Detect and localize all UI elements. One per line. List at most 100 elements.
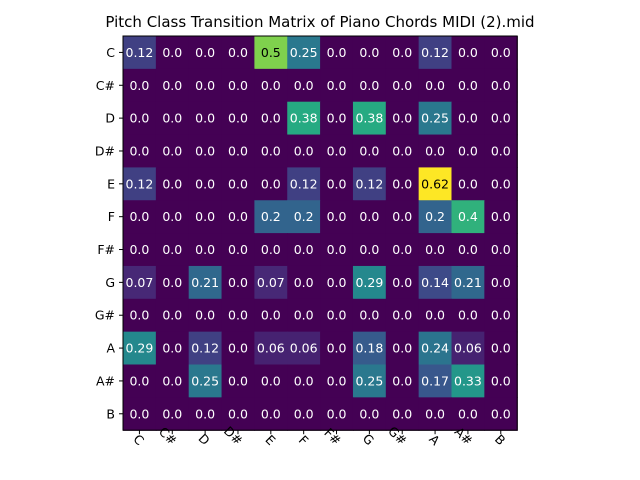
heatmap-cell: [484, 200, 518, 234]
heatmap-cell: [287, 298, 321, 333]
heatmap-cell: [320, 331, 354, 366]
cell-value-label: 0.0: [294, 406, 314, 421]
cell-value-label: 0.0: [392, 111, 412, 126]
cell-value-label: 0.25: [421, 111, 449, 126]
x-tick-label: B: [492, 431, 509, 448]
cell-value-label: 0.12: [191, 341, 219, 356]
heatmap-cell: [123, 167, 157, 201]
cell-value-label: 0.0: [458, 308, 478, 323]
heatmap-cell: [484, 265, 518, 300]
heatmap-cell: [287, 68, 321, 103]
cell-value-label: 0.0: [195, 209, 215, 224]
heatmap-cell: [155, 200, 190, 234]
cell-value-label: 0.0: [195, 111, 215, 126]
cell-value-label: 0.0: [392, 78, 412, 93]
heatmap-cell: [287, 364, 321, 398]
cell-value-label: 0.07: [257, 275, 285, 290]
cell-value-label: 0.0: [392, 143, 412, 158]
cell-value-label: 0.0: [294, 242, 314, 257]
heatmap-cell: [484, 397, 518, 431]
heatmap-cell: [484, 298, 518, 333]
cell-value-label: 0.0: [228, 406, 248, 421]
heatmap-cell: [287, 167, 321, 201]
cell-value-label: 0.0: [327, 242, 347, 257]
cell-value-label: 0.0: [425, 78, 445, 93]
cell-value-label: 0.0: [327, 45, 347, 60]
heatmap-cell: [352, 167, 387, 201]
heatmap-cell: [352, 200, 387, 234]
heatmap-cell: [155, 265, 190, 300]
heatmap-cell: [484, 36, 518, 70]
cell-value-label: 0.0: [392, 341, 412, 356]
cell-value-label: 0.0: [491, 275, 511, 290]
cell-value-label: 0.25: [355, 373, 383, 388]
cell-value-label: 0.0: [327, 111, 347, 126]
heatmap-cell: [155, 68, 190, 103]
cell-value-label: 0.0: [491, 242, 511, 257]
cell-value-label: 0.0: [195, 308, 215, 323]
cell-value-label: 0.0: [425, 308, 445, 323]
heatmap-cell: [221, 101, 255, 136]
cell-value-label: 0.0: [162, 176, 182, 191]
heatmap-cell: [221, 134, 255, 168]
cell-value-label: 0.0: [425, 143, 445, 158]
heatmap-cell: [123, 101, 157, 136]
heatmap-cell: [123, 265, 157, 300]
heatmap-cell: [352, 68, 387, 103]
heatmap-cell: [418, 101, 453, 136]
heatmap-cell-labels: 0.12 0.0 0.0 0.0 0.5 0.25 0.0 0.0 0.0 0.12 0.0 0.0 0…: [126, 45, 511, 421]
cell-value-label: 0.21: [191, 275, 219, 290]
heatmap-cell: [418, 397, 453, 431]
cell-value-label: 0.0: [162, 45, 182, 60]
cell-value-label: 0.0: [162, 406, 182, 421]
cell-value-label: 0.0: [162, 209, 182, 224]
heatmap-cell: [221, 397, 255, 431]
heatmap-cell: [221, 364, 255, 398]
heatmap-cell: [188, 36, 223, 70]
heatmap-cell: [221, 265, 255, 300]
cell-value-label: 0.0: [261, 242, 281, 257]
cell-value-label: 0.0: [162, 275, 182, 290]
heatmap-cell: [418, 200, 453, 234]
y-tick-label: G#: [95, 308, 115, 323]
cell-value-label: 0.0: [261, 406, 281, 421]
cell-value-label: 0.0: [228, 242, 248, 257]
heatmap-cell: [254, 233, 288, 267]
cell-value-label: 0.0: [129, 111, 149, 126]
heatmap-cell: [320, 36, 354, 70]
cell-value-label: 0.0: [458, 45, 478, 60]
heatmap-cell: [155, 331, 190, 366]
x-tick-label: F: [296, 432, 312, 448]
heatmap-cell: [352, 233, 387, 267]
y-tick-label: B: [106, 406, 115, 421]
cell-value-label: 0.0: [195, 78, 215, 93]
x-tick-label: D: [195, 431, 212, 448]
y-tick-label: D: [105, 111, 115, 126]
heatmap-cell: [352, 397, 387, 431]
heatmap-cell: [188, 331, 223, 366]
heatmap-cell: [320, 134, 354, 168]
chart-title: Pitch Class Transition Matrix of Piano C…: [105, 13, 534, 31]
heatmap-cell: [155, 101, 190, 136]
heatmap-cell: [385, 134, 420, 168]
heatmap-cell: [385, 397, 420, 431]
cell-value-label: 0.06: [454, 341, 482, 356]
y-tick-label: G: [105, 275, 115, 290]
cell-value-label: 0.0: [129, 143, 149, 158]
heatmap-cell: [254, 101, 288, 136]
heatmap-cell: [188, 265, 223, 300]
y-tick-label: E: [107, 176, 115, 191]
x-tick-label: G: [360, 431, 377, 448]
cell-value-label: 0.0: [491, 176, 511, 191]
y-tick-label: A#: [96, 373, 115, 388]
heatmap-cell: [254, 397, 288, 431]
cell-value-label: 0.12: [126, 45, 154, 60]
heatmap-cell: [155, 233, 190, 267]
heatmap-cell: [418, 331, 453, 366]
heatmap-cell: [188, 298, 223, 333]
heatmap-cell: [221, 200, 255, 234]
x-tick-label: E: [262, 432, 278, 448]
heatmap-cell: [418, 36, 453, 70]
heatmap-cell: [123, 298, 157, 333]
cell-value-label: 0.0: [327, 78, 347, 93]
